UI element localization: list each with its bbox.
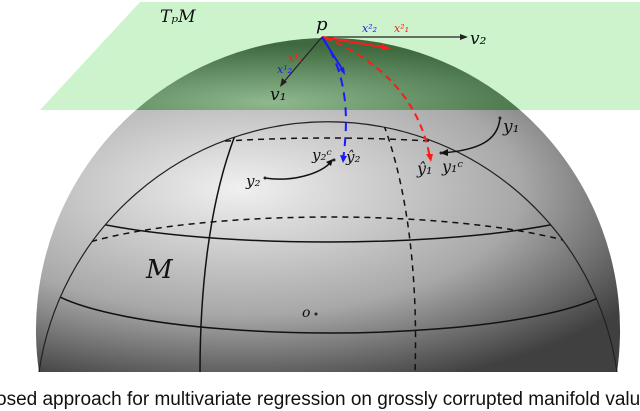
figure-caption: osed approach for multivariate regressio…: [0, 389, 640, 410]
vector-v1: [281, 36, 323, 85]
label-x1-2: x²₁: [394, 22, 409, 35]
label-manifold: M: [145, 255, 174, 285]
label-y2: y₂: [245, 172, 261, 190]
meridian-solid: [199, 121, 323, 373]
arrow-y2-to-y2c: [264, 160, 333, 180]
arrowhead-y1c: [440, 149, 448, 156]
geodesic-red: [324, 37, 431, 159]
label-x2-1: x¹₂: [277, 63, 292, 76]
sphere: [35, 110, 621, 372]
point-origin: [314, 312, 318, 316]
arrowhead-blue: [339, 67, 345, 75]
label-y2c: y₂ᶜ: [311, 146, 332, 164]
label-x2-2: x²₂: [362, 22, 377, 35]
label-y1c: y₁ᶜ: [441, 157, 463, 176]
point-y1c: [439, 151, 443, 155]
point-y1: [498, 116, 502, 120]
arrowhead-y2c: [326, 159, 333, 166]
equator-front: [39, 274, 617, 334]
label-v1: v₁: [270, 85, 286, 105]
arrowhead-v2: [460, 34, 468, 40]
label-p: p: [316, 14, 328, 35]
point-y2c: [332, 158, 336, 162]
sphere-outline: [38, 121, 618, 373]
geodesic-blue: [321, 36, 347, 161]
label-origin: o: [302, 305, 310, 321]
label-tangent-space: TₚM: [160, 7, 196, 27]
arrowhead-v1: [280, 78, 287, 87]
arrow-y1-to-y1c: [441, 117, 501, 154]
label-v2: v₂: [470, 29, 487, 49]
point-y2: [263, 176, 267, 180]
meridian-dashed: [321, 121, 417, 373]
vector-red: [321, 36, 389, 49]
label-y1hat: ŷ₁: [416, 159, 432, 178]
arrowhead-red: [381, 44, 391, 50]
label-x1-1: x¹₁: [288, 52, 303, 65]
sphere-through-plane: [136, 37, 520, 110]
label-y2hat: ŷ₂: [345, 148, 361, 166]
arrowhead-geodesic-blue: [340, 155, 347, 163]
arrowhead-geodesic-red: [426, 154, 433, 162]
label-y1: y₁: [502, 117, 519, 137]
